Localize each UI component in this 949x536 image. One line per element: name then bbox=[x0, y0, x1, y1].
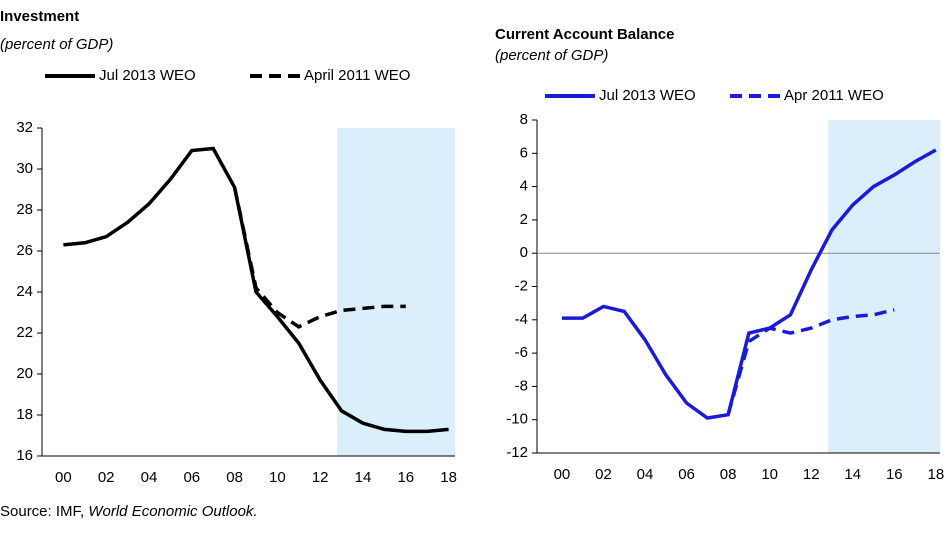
y-tick-label: 20 bbox=[16, 365, 33, 382]
y-tick-label: 18 bbox=[16, 406, 33, 423]
x-tick-label: 08 bbox=[720, 466, 737, 483]
x-tick-label: 14 bbox=[844, 466, 861, 483]
source-prefix: Source: IMF, bbox=[0, 503, 88, 520]
y-tick-label: 24 bbox=[16, 283, 33, 300]
legend-label: Jul 2013 WEO bbox=[99, 67, 196, 84]
y-tick-label: 30 bbox=[16, 160, 33, 177]
legend-label: April 2011 WEO bbox=[304, 67, 410, 84]
series-line bbox=[726, 308, 895, 416]
x-tick-label: 18 bbox=[928, 466, 945, 483]
y-tick-label: 8 bbox=[520, 111, 528, 128]
series-line bbox=[63, 146, 449, 434]
x-tick-label: 08 bbox=[226, 469, 243, 486]
y-tick-label: -12 bbox=[506, 444, 528, 461]
y-tick-label: 28 bbox=[16, 201, 33, 218]
x-tick-label: 10 bbox=[269, 469, 286, 486]
y-tick-label: 32 bbox=[16, 119, 33, 136]
y-tick-label: -2 bbox=[515, 277, 528, 294]
chart-title: Investment bbox=[0, 8, 79, 25]
source-title: World Economic Outlook. bbox=[88, 503, 257, 520]
x-tick-label: 10 bbox=[761, 466, 778, 483]
chart-subtitle: (percent of GDP) bbox=[0, 36, 113, 53]
source: Source: IMF, World Economic Outlook. bbox=[0, 503, 258, 520]
legend-label: Apr 2011 WEO bbox=[784, 87, 884, 104]
y-tick-label: -6 bbox=[515, 344, 528, 361]
x-tick-label: 16 bbox=[886, 466, 903, 483]
y-tick-label: 2 bbox=[520, 211, 528, 228]
y-tick-label: 16 bbox=[16, 447, 33, 464]
y-tick-label: 26 bbox=[16, 242, 33, 259]
projection-shade bbox=[337, 128, 455, 456]
y-tick-label: 22 bbox=[16, 324, 33, 341]
x-tick-label: 00 bbox=[55, 469, 72, 486]
y-tick-label: -10 bbox=[506, 411, 528, 428]
x-tick-label: 18 bbox=[440, 469, 457, 486]
y-tick-label: 0 bbox=[520, 244, 528, 261]
y-tick-label: 6 bbox=[520, 144, 528, 161]
y-tick-label: -4 bbox=[515, 311, 528, 328]
legend-label: Jul 2013 WEO bbox=[599, 87, 696, 104]
x-tick-label: 04 bbox=[637, 466, 654, 483]
x-tick-label: 02 bbox=[98, 469, 115, 486]
x-tick-label: 02 bbox=[595, 466, 612, 483]
x-tick-label: 04 bbox=[141, 469, 158, 486]
x-tick-label: 06 bbox=[183, 469, 200, 486]
chart-subtitle: (percent of GDP) bbox=[495, 47, 608, 64]
x-tick-label: 12 bbox=[803, 466, 820, 483]
y-tick-label: -8 bbox=[515, 377, 528, 394]
projection-shade bbox=[827, 120, 940, 453]
series-line bbox=[561, 148, 937, 420]
x-tick-label: 12 bbox=[312, 469, 329, 486]
x-tick-label: 00 bbox=[554, 466, 571, 483]
x-tick-label: 06 bbox=[678, 466, 695, 483]
x-tick-label: 16 bbox=[397, 469, 414, 486]
chart-title: Current Account Balance bbox=[495, 26, 674, 43]
x-tick-label: 14 bbox=[355, 469, 372, 486]
y-tick-label: 4 bbox=[520, 178, 528, 195]
